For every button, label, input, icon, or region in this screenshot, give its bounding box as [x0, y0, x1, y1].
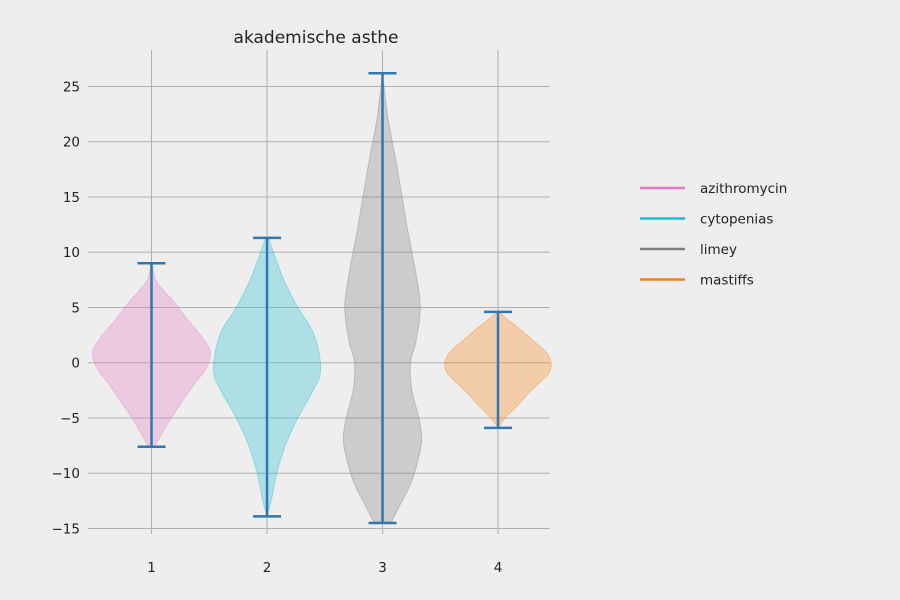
y-tick-label: −10: [52, 466, 81, 482]
chart-title: akademische asthe: [234, 28, 399, 48]
legend-label-azithromycin: azithromycin: [700, 181, 787, 197]
y-tick-label: 0: [71, 356, 80, 372]
range-markers: [137, 71, 513, 525]
y-tick-label: 15: [63, 190, 80, 206]
y-tick-label: −5: [60, 411, 80, 427]
x-tick-label: 3: [378, 560, 387, 576]
tick-labels: −15 −10 −5 0 5 10 15 20 25 1 2 3 4: [52, 79, 503, 576]
y-tick-label: 20: [63, 135, 80, 151]
y-tick-label: 5: [71, 300, 80, 316]
x-tick-label: 1: [147, 560, 156, 576]
y-tick-label: 25: [63, 79, 80, 95]
y-tick-label: 10: [63, 245, 80, 261]
x-tick-label: 4: [494, 560, 503, 576]
legend: azithromycin cytopenias limey mastiffs: [640, 181, 787, 289]
y-tick-label: −15: [52, 521, 81, 537]
violin-bodies: [92, 73, 552, 524]
legend-label-limey: limey: [700, 242, 737, 258]
legend-label-mastiffs: mastiffs: [700, 273, 754, 289]
x-tick-label: 2: [263, 560, 272, 576]
legend-label-cytopenias: cytopenias: [700, 212, 773, 228]
